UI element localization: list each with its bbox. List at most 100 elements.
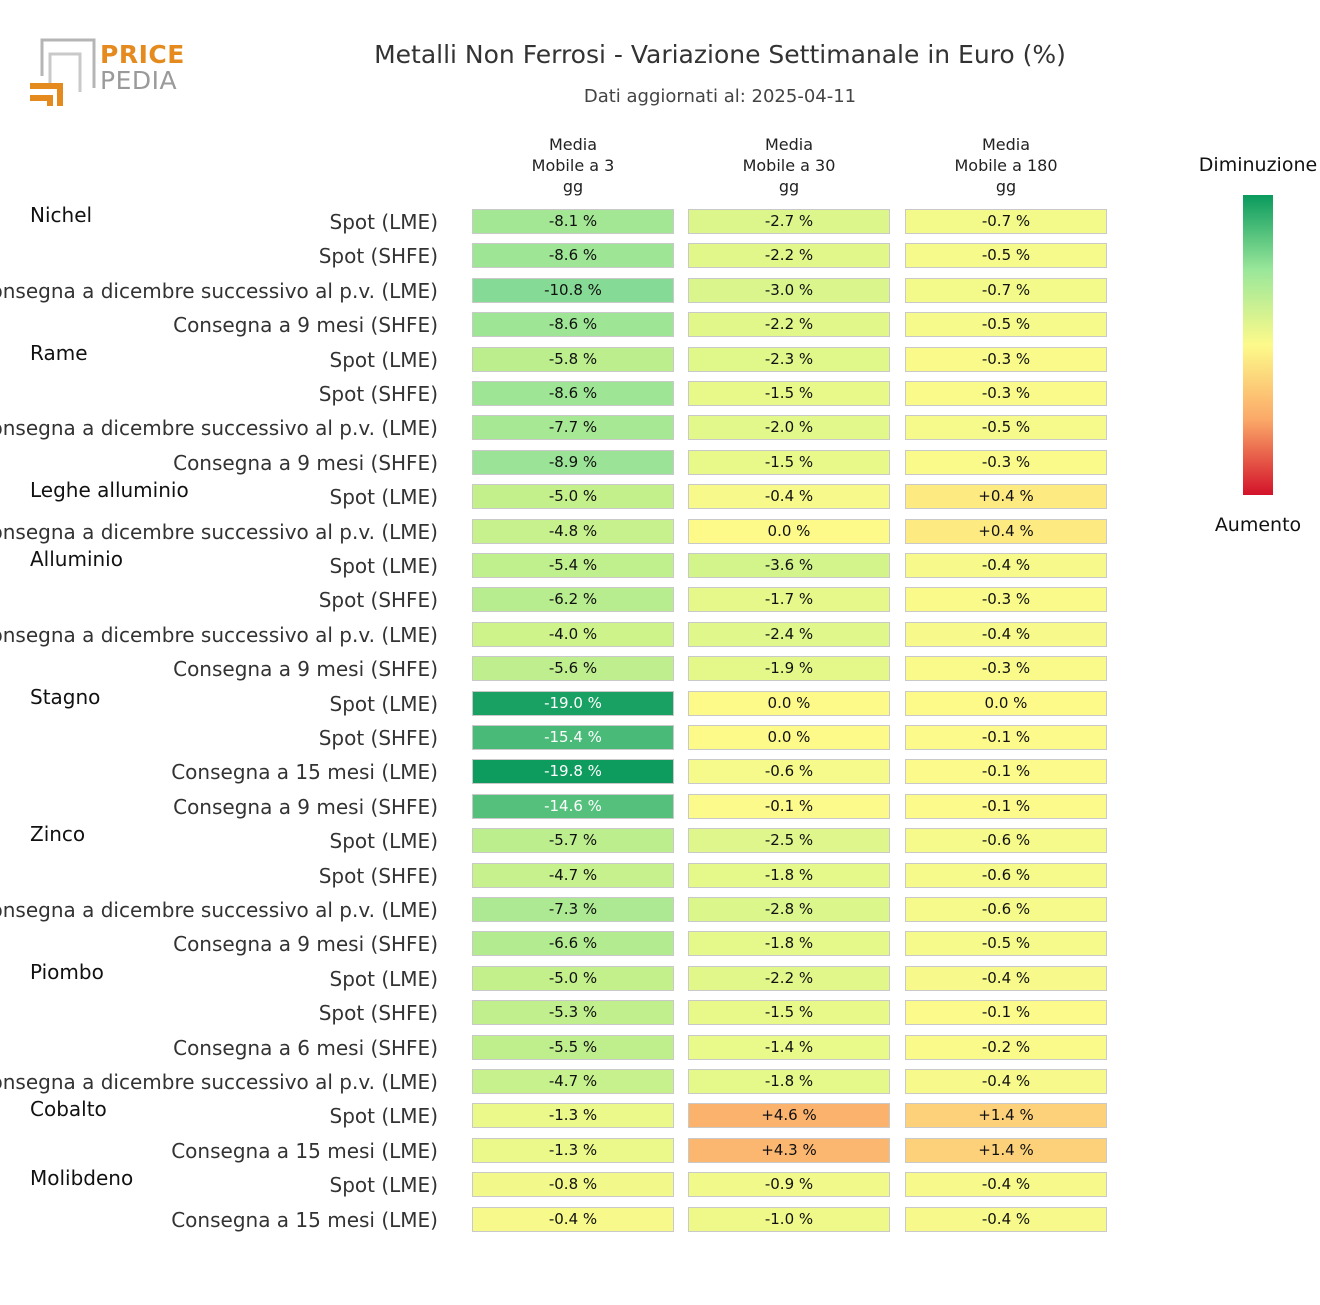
row-label: Spot (LME) xyxy=(329,966,438,991)
heatmap-cell: -0.2 % xyxy=(905,1034,1107,1060)
heatmap-cell: -5.0 % xyxy=(472,484,674,510)
metal-group-label: Piombo xyxy=(30,959,104,984)
heatmap-cell: +4.3 % xyxy=(688,1137,890,1163)
row-label: Spot (LME) xyxy=(329,347,438,372)
heatmap-cell: -1.9 % xyxy=(688,656,890,682)
heatmap-cell: -0.5 % xyxy=(905,931,1107,957)
heatmap-cell: 0.0 % xyxy=(688,690,890,716)
column-header: Media Mobile a 3 gg xyxy=(531,135,615,196)
heatmap-cell: -5.7 % xyxy=(472,828,674,854)
heatmap-cell: -4.0 % xyxy=(472,621,674,647)
row-label: Consegna a dicembre successivo al p.v. (… xyxy=(0,519,438,544)
heatmap-cell: -4.7 % xyxy=(472,1069,674,1094)
heatmap-cell: 0.0 % xyxy=(688,518,890,544)
row-label: Spot (SHFE) xyxy=(318,244,438,269)
heatmap-cell: -0.7 % xyxy=(905,277,1107,303)
heatmap-cell: -0.1 % xyxy=(905,725,1107,750)
row-label: Consegna a 15 mesi (LME) xyxy=(171,760,438,785)
row-label: Consegna a dicembre successivo al p.v. (… xyxy=(0,278,438,303)
heatmap-cell: -0.4 % xyxy=(472,1206,674,1232)
row-label: Spot (LME) xyxy=(329,1173,438,1198)
heatmap-cell: -0.6 % xyxy=(905,828,1107,854)
heatmap-cell: -4.7 % xyxy=(472,862,674,888)
heatmap-cell: -15.4 % xyxy=(472,725,674,750)
heatmap-cell: -1.8 % xyxy=(688,862,890,888)
heatmap-cell: -2.4 % xyxy=(688,621,890,647)
row-label: Consegna a 9 mesi (SHFE) xyxy=(173,932,438,957)
row-label: Spot (LME) xyxy=(329,829,438,854)
heatmap-cell: -8.6 % xyxy=(472,312,674,338)
chart-subtitle: Dati aggiornati al: 2025-04-11 xyxy=(583,86,857,107)
metal-group-label: Nichel xyxy=(30,203,93,227)
heatmap-cell: -1.5 % xyxy=(688,449,890,475)
heatmap-cell: -5.3 % xyxy=(472,1000,674,1026)
pricepedia-logo: PRICE PEDIA xyxy=(28,36,188,116)
heatmap-cell: +1.4 % xyxy=(905,1137,1107,1163)
heatmap-cell: -0.1 % xyxy=(905,759,1107,785)
heatmap-cell: -1.8 % xyxy=(688,931,890,957)
heatmap-cell: -0.3 % xyxy=(905,587,1107,613)
row-label: Spot (SHFE) xyxy=(318,588,438,613)
heatmap-cell: -19.8 % xyxy=(472,759,674,785)
row-label: Consegna a 6 mesi (SHFE) xyxy=(173,1035,438,1060)
row-label: Consegna a dicembre successivo al p.v. (… xyxy=(0,416,438,441)
heatmap-cell: -1.3 % xyxy=(472,1137,674,1163)
heatmap-cell: -2.8 % xyxy=(688,897,890,922)
heatmap-cell: -6.6 % xyxy=(472,931,674,957)
heatmap-cell: -8.1 % xyxy=(472,209,674,234)
heatmap-cell: -0.6 % xyxy=(905,862,1107,888)
metal-group-label: Molibdeno xyxy=(30,1166,134,1191)
heatmap-cell: -0.5 % xyxy=(905,312,1107,338)
row-label: Spot (LME) xyxy=(329,1104,438,1129)
heatmap-cell: -0.4 % xyxy=(688,484,890,510)
heatmap-cell: -8.6 % xyxy=(472,381,674,406)
row-label: Spot (LME) xyxy=(329,554,438,578)
heatmap-cell: -0.4 % xyxy=(905,621,1107,647)
heatmap-cell: -2.3 % xyxy=(688,346,890,372)
heatmap-cell: -1.5 % xyxy=(688,1000,890,1026)
row-label: Spot (LME) xyxy=(329,210,438,234)
legend-top-label: Diminuzione xyxy=(1198,154,1318,176)
row-label: Consegna a dicembre successivo al p.v. (… xyxy=(0,622,438,647)
heatmap-cell: 0.0 % xyxy=(688,725,890,750)
metal-group-label: Zinco xyxy=(30,822,86,847)
heatmap-cell: -2.0 % xyxy=(688,415,890,441)
heatmap-cell: -0.4 % xyxy=(905,553,1107,578)
legend-bottom-label: Aumento xyxy=(1214,514,1302,536)
heatmap-cell: -0.1 % xyxy=(905,1000,1107,1026)
chart-title: Metalli Non Ferrosi - Variazione Settima… xyxy=(374,40,1066,69)
heatmap-cell: -2.2 % xyxy=(688,243,890,269)
heatmap-cell: -14.6 % xyxy=(472,793,674,819)
metal-group-label: Stagno xyxy=(30,684,101,709)
metal-group-label: Rame xyxy=(30,340,88,365)
heatmap-cell: -3.0 % xyxy=(688,277,890,303)
row-label: Consegna a 9 mesi (SHFE) xyxy=(173,657,438,682)
heatmap-cell: -5.5 % xyxy=(472,1034,674,1060)
heatmap-cell: -7.7 % xyxy=(472,415,674,441)
heatmap-cell: -1.7 % xyxy=(688,587,890,613)
heatmap-cell: 0.0 % xyxy=(905,690,1107,716)
heatmap-cell: +0.4 % xyxy=(905,484,1107,510)
heatmap-cell: -0.4 % xyxy=(905,965,1107,991)
heatmap-cell: -8.9 % xyxy=(472,449,674,475)
heatmap-cell: -1.5 % xyxy=(688,381,890,406)
heatmap-cell: -0.6 % xyxy=(688,759,890,785)
heatmap-cell: -0.4 % xyxy=(905,1206,1107,1232)
heatmap-cell: -0.3 % xyxy=(905,449,1107,475)
heatmap-cell: +4.6 % xyxy=(688,1103,890,1129)
heatmap-cell: -19.0 % xyxy=(472,690,674,716)
heatmap-cell: -0.1 % xyxy=(905,793,1107,819)
heatmap-cell: -5.0 % xyxy=(472,965,674,991)
legend-color-bar xyxy=(1243,195,1273,495)
heatmap-cell: -0.1 % xyxy=(688,793,890,819)
heatmap-cell: -1.8 % xyxy=(688,1069,890,1094)
heatmap-cell: -5.4 % xyxy=(472,553,674,578)
heatmap-cell: +0.4 % xyxy=(905,518,1107,544)
column-header: Media Mobile a 180 gg xyxy=(954,135,1058,196)
logo-text-price: PRICE xyxy=(100,40,185,69)
heatmap-cell: -0.3 % xyxy=(905,381,1107,406)
row-label: Consegna a 9 mesi (SHFE) xyxy=(173,450,438,475)
heatmap-cell: -2.7 % xyxy=(688,209,890,234)
heatmap-cell: -6.2 % xyxy=(472,587,674,613)
heatmap-cell: -2.5 % xyxy=(688,828,890,854)
